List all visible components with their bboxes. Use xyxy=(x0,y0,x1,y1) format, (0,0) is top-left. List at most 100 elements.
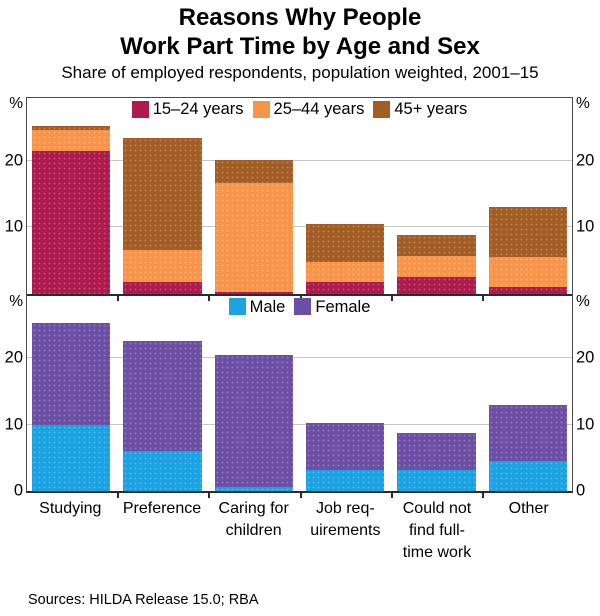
bar-segment xyxy=(123,340,202,451)
y-tick-label: 10 xyxy=(4,217,23,236)
bar-group xyxy=(27,98,572,294)
gridline-20 xyxy=(27,357,572,359)
stacked-bar xyxy=(488,98,567,294)
legend: Male Female xyxy=(27,298,572,316)
gridline-10 xyxy=(27,226,572,228)
x-tick-mark xyxy=(208,493,211,498)
bar-segment xyxy=(123,138,202,251)
bar-segment xyxy=(397,276,476,294)
x-axis-labels: Studying Preference Caring for children Job … xyxy=(26,498,573,568)
gridline-20 xyxy=(27,159,572,161)
x-tick-mark xyxy=(116,295,119,301)
bar-segment xyxy=(214,160,293,183)
x-category-label-line: Could not xyxy=(402,500,472,517)
legend-item: 45+ years xyxy=(373,100,467,118)
x-category-label-line: Studying xyxy=(39,500,102,517)
bar-segment xyxy=(305,261,385,282)
x-category-label: Caring for children xyxy=(189,498,319,542)
stacked-bar xyxy=(305,296,385,491)
bar-segment xyxy=(488,286,567,294)
x-category-label-line: time work xyxy=(402,544,472,561)
chart-title-line2: Work Part Time by Age and Sex xyxy=(120,33,480,60)
chart-title-line1: Reasons Why People xyxy=(178,4,422,31)
bar-segment xyxy=(214,182,293,292)
legend-swatch-icon xyxy=(373,100,391,118)
bar-segment xyxy=(32,151,111,294)
y-tick-label: 20 xyxy=(576,348,595,367)
stacked-bar xyxy=(123,296,202,491)
legend-swatch-icon xyxy=(131,100,149,118)
bar-segment xyxy=(214,487,293,491)
bar-segment xyxy=(488,460,567,491)
y-axis-unit-label: % xyxy=(9,95,23,112)
stacked-bar xyxy=(32,98,111,294)
bar-segment xyxy=(397,235,476,257)
legend-swatch-icon xyxy=(252,100,270,118)
bar-segment xyxy=(488,404,567,461)
stacked-bar xyxy=(488,296,567,491)
bar-segment xyxy=(397,256,476,277)
y-tick-label: 20 xyxy=(576,151,595,170)
x-tick-mark xyxy=(482,295,485,301)
bar-segment xyxy=(397,433,476,470)
legend: 15–24 years 25–44 years 45+ years xyxy=(27,100,572,118)
bar-segment xyxy=(214,355,293,488)
y-tick-label: 20 xyxy=(4,151,23,170)
bar-segment xyxy=(305,422,385,471)
legend-item: 25–44 years xyxy=(252,100,365,118)
gridline-10 xyxy=(27,423,572,425)
legend-item: 15–24 years xyxy=(131,100,244,118)
bar-segment xyxy=(32,125,111,130)
bar-segment xyxy=(32,424,111,491)
legend-label: 15–24 years xyxy=(152,100,244,118)
stacked-bar xyxy=(123,98,202,294)
stacked-bar xyxy=(397,98,476,294)
x-category-label-line: uirements xyxy=(310,522,381,539)
stacked-bar xyxy=(32,296,111,491)
legend-label: Female xyxy=(315,297,371,316)
bar-segment xyxy=(488,206,567,258)
x-tick-mark xyxy=(299,493,302,498)
y-axis-unit-label: % xyxy=(576,95,590,112)
bar-segment xyxy=(214,291,293,294)
chart-subtitle: Share of employed respondents, populatio… xyxy=(61,63,539,82)
y-tick-label: 10 xyxy=(576,217,595,236)
x-category-label: Studying xyxy=(5,498,135,520)
x-category-label-line: Caring for xyxy=(218,500,289,517)
legend-item: Male xyxy=(228,297,286,316)
panel-by-age: 15–24 years 25–44 years 45+ years 20 20 10 10%… xyxy=(5,95,594,301)
x-category-label-line: Other xyxy=(508,500,549,517)
x-tick-mark xyxy=(390,493,393,498)
bar-segment xyxy=(397,469,476,491)
bar-segment xyxy=(32,129,111,152)
stacked-bar xyxy=(397,296,476,491)
bar-segment xyxy=(123,282,202,294)
legend-item: Female xyxy=(294,298,370,316)
x-category-label: Could not find full-time work xyxy=(372,498,502,564)
y-axis-unit-label: % xyxy=(576,292,590,310)
bar-segment xyxy=(305,470,385,491)
x-category-label-line: find full- xyxy=(408,522,466,539)
bar-segment xyxy=(123,250,202,283)
y-tick-label: 20 xyxy=(4,348,23,367)
y-tick-label: 0 xyxy=(13,481,23,500)
legend-swatch-icon xyxy=(228,298,246,315)
x-category-label-line: children xyxy=(225,522,282,539)
bar-segment xyxy=(488,257,567,287)
bar-segment xyxy=(305,223,385,262)
x-category-label: Job req-uirements xyxy=(280,498,410,542)
y-tick-label: 10 xyxy=(576,415,595,434)
bar-group xyxy=(27,296,572,491)
legend-label: 45+ years xyxy=(394,100,468,118)
legend-label: Male xyxy=(249,297,286,316)
legend-label: 25–44 years xyxy=(273,100,365,118)
stacked-bar xyxy=(214,98,293,294)
x-tick-mark xyxy=(390,295,393,301)
x-category-label: Other xyxy=(464,498,594,520)
source-note: Sources: HILDA Release 15.0; RBA xyxy=(28,592,259,608)
bar-segment xyxy=(123,450,202,491)
legend-swatch-icon xyxy=(294,298,312,315)
bar-segment xyxy=(305,281,385,294)
x-category-label-line: Job req- xyxy=(315,500,375,517)
